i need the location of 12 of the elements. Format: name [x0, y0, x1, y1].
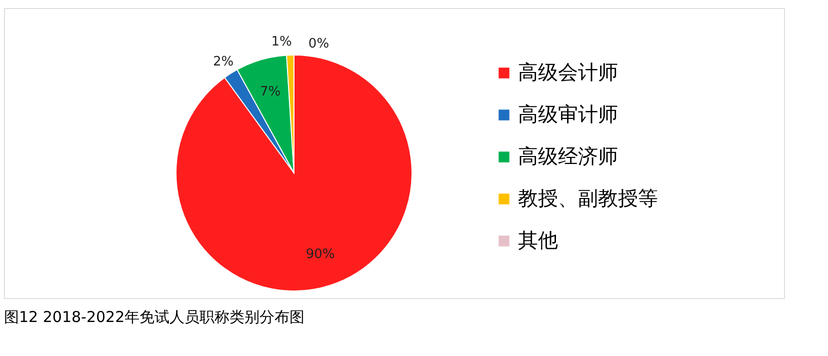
legend-label: 高级会计师: [518, 60, 618, 84]
text: 图12 2018-2022年免试人员职称类别分布图: [4, 308, 305, 326]
legend-label: 高级审计师: [518, 102, 618, 126]
data-label: 1%: [271, 34, 292, 50]
text: 0%: [308, 36, 330, 52]
pie-slice: [176, 54, 412, 292]
data-label: 90%: [306, 246, 335, 262]
legend-label: 高级经济师: [518, 144, 618, 168]
data-label: 2%: [212, 54, 234, 70]
legend-label: 其他: [518, 228, 558, 252]
legend-label: 教授、副教授等: [518, 186, 658, 210]
data-label: 7%: [260, 84, 281, 100]
